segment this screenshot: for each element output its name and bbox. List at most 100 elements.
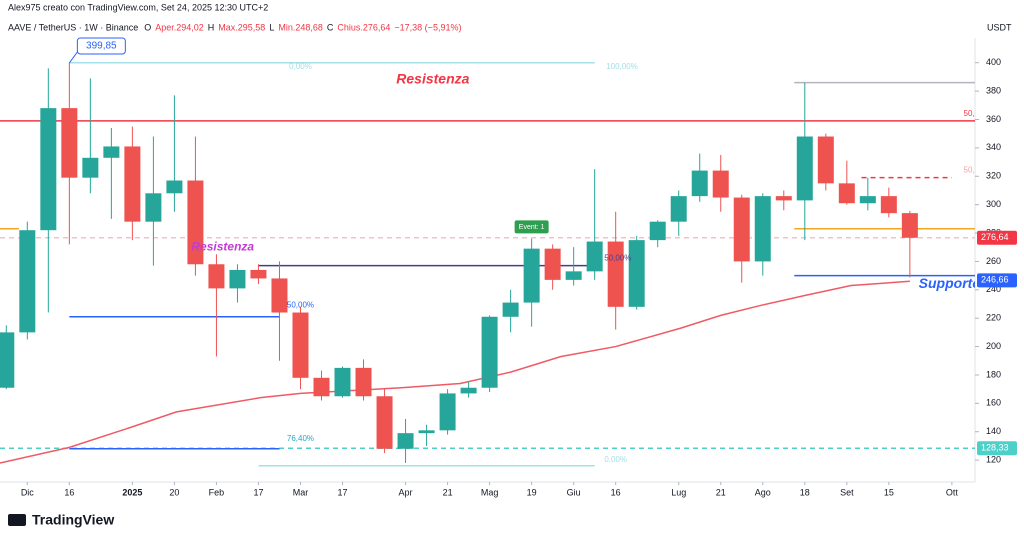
currency: USDT <box>987 22 1012 32</box>
candle-body <box>775 196 792 201</box>
price-label: 276,64 <box>981 232 1009 242</box>
candle-body <box>145 193 162 222</box>
annotation: Supporto <box>919 275 982 291</box>
y-tick-label: 240 <box>986 284 1001 294</box>
candle-body <box>880 196 897 214</box>
candle-body <box>397 433 414 449</box>
y-tick-label: 380 <box>986 85 1001 95</box>
x-tick-label: Dic <box>21 487 34 497</box>
candle-body <box>355 367 372 397</box>
y-tick-label: 340 <box>986 142 1001 152</box>
price-label-box <box>977 230 1017 245</box>
candle-body <box>82 157 99 178</box>
candle-body <box>292 312 309 378</box>
candle-body <box>124 146 141 222</box>
candle-body <box>565 271 582 280</box>
x-tick-label: Ott <box>946 487 959 497</box>
annotation: 100,00% <box>606 62 638 71</box>
price-label: 246,66 <box>981 275 1009 285</box>
candle-body <box>250 269 267 279</box>
candle-body <box>523 248 540 303</box>
symbol: AAVE / TetherUS · 1W · Binance <box>8 22 138 32</box>
candle-body <box>0 332 15 388</box>
candle-body <box>460 387 477 394</box>
candle-body <box>838 183 855 204</box>
ohlc-item: O <box>144 22 151 32</box>
candle-body <box>691 170 708 197</box>
x-tick-label: 16 <box>611 487 621 497</box>
candle-body <box>796 136 813 201</box>
candle-body <box>103 146 120 158</box>
ohlc-item: Max.295,58 <box>218 22 265 32</box>
candle-body <box>586 241 603 272</box>
y-tick-label: 140 <box>986 426 1001 436</box>
annotation: 50,00% <box>964 166 991 175</box>
ohlc-item: C <box>327 22 334 32</box>
x-tick-label: Feb <box>209 487 225 497</box>
candle-body <box>817 136 834 184</box>
annotation: 50,00% <box>604 254 631 263</box>
author: Alex975 creato con TradingView.com, Set … <box>8 2 268 12</box>
candle-body <box>166 180 183 194</box>
candle-body <box>649 221 666 241</box>
candle-body <box>544 248 561 280</box>
candle-body <box>481 316 498 388</box>
candle-body <box>208 264 225 289</box>
ohlc-item: L <box>269 22 274 32</box>
candle-body <box>712 170 729 198</box>
candle-body <box>19 230 36 333</box>
annotation: 0,00% <box>604 455 627 464</box>
annotation: 50,00% <box>287 301 314 310</box>
annotation: Resistenza <box>191 239 254 253</box>
x-tick-label: Lug <box>671 487 686 497</box>
candle-body <box>670 196 687 222</box>
x-tick-label: 18 <box>800 487 810 497</box>
candle-body <box>859 196 876 204</box>
candle-body <box>376 396 393 449</box>
y-tick-label: 300 <box>986 199 1001 209</box>
y-tick-label: 360 <box>986 114 1001 124</box>
x-tick-label: 20 <box>169 487 179 497</box>
x-tick-label: Giu <box>567 487 581 497</box>
candle-body <box>313 377 330 397</box>
y-tick-label: 160 <box>986 398 1001 408</box>
candle-body <box>334 367 351 397</box>
x-tick-label: 21 <box>443 487 453 497</box>
plot: Resistenza Resistenza Supporto 0,00% 100,00%… <box>0 61 991 467</box>
y-tick-label: 220 <box>986 313 1001 323</box>
x-tick-label: 2025 <box>122 487 142 497</box>
annotation: 50,00% <box>964 109 991 118</box>
x-tick-label: 17 <box>253 487 263 497</box>
price-label-box <box>977 441 1017 456</box>
candle-body <box>61 108 78 178</box>
price-label-box <box>977 273 1017 288</box>
callout-box <box>76 37 126 55</box>
callout-label: 399,85 <box>86 41 117 52</box>
event-label: Event: 1 <box>519 224 545 231</box>
y-tick-label: 260 <box>986 256 1001 266</box>
price-label: 128,33 <box>981 443 1009 453</box>
y-tick-label: 180 <box>986 369 1001 379</box>
candle-body <box>418 430 435 434</box>
callout-pointer <box>68 51 78 64</box>
candle-body <box>754 196 771 262</box>
candle-body <box>229 269 246 289</box>
ohlc-item: Min.248,68 <box>278 22 323 32</box>
y-tick-label: 320 <box>986 171 1001 181</box>
x-tick-label: 21 <box>716 487 726 497</box>
annotation: 0,00% <box>289 62 312 71</box>
annotation: 76,40% <box>287 434 314 443</box>
x-tick-label: Mar <box>293 487 309 497</box>
candle-body <box>733 197 750 262</box>
brand: TradingView <box>32 512 114 528</box>
candle-body <box>271 278 288 313</box>
candle-body <box>628 240 645 307</box>
ohlc-item: −17,38 (−5,91%) <box>394 22 461 32</box>
x-tick-label: Apr <box>399 487 413 497</box>
annotation: Resistenza <box>396 70 469 86</box>
event-box <box>514 220 549 234</box>
candle-body <box>607 241 624 307</box>
candle-body <box>187 180 204 265</box>
ohlc-item: H <box>208 22 215 32</box>
